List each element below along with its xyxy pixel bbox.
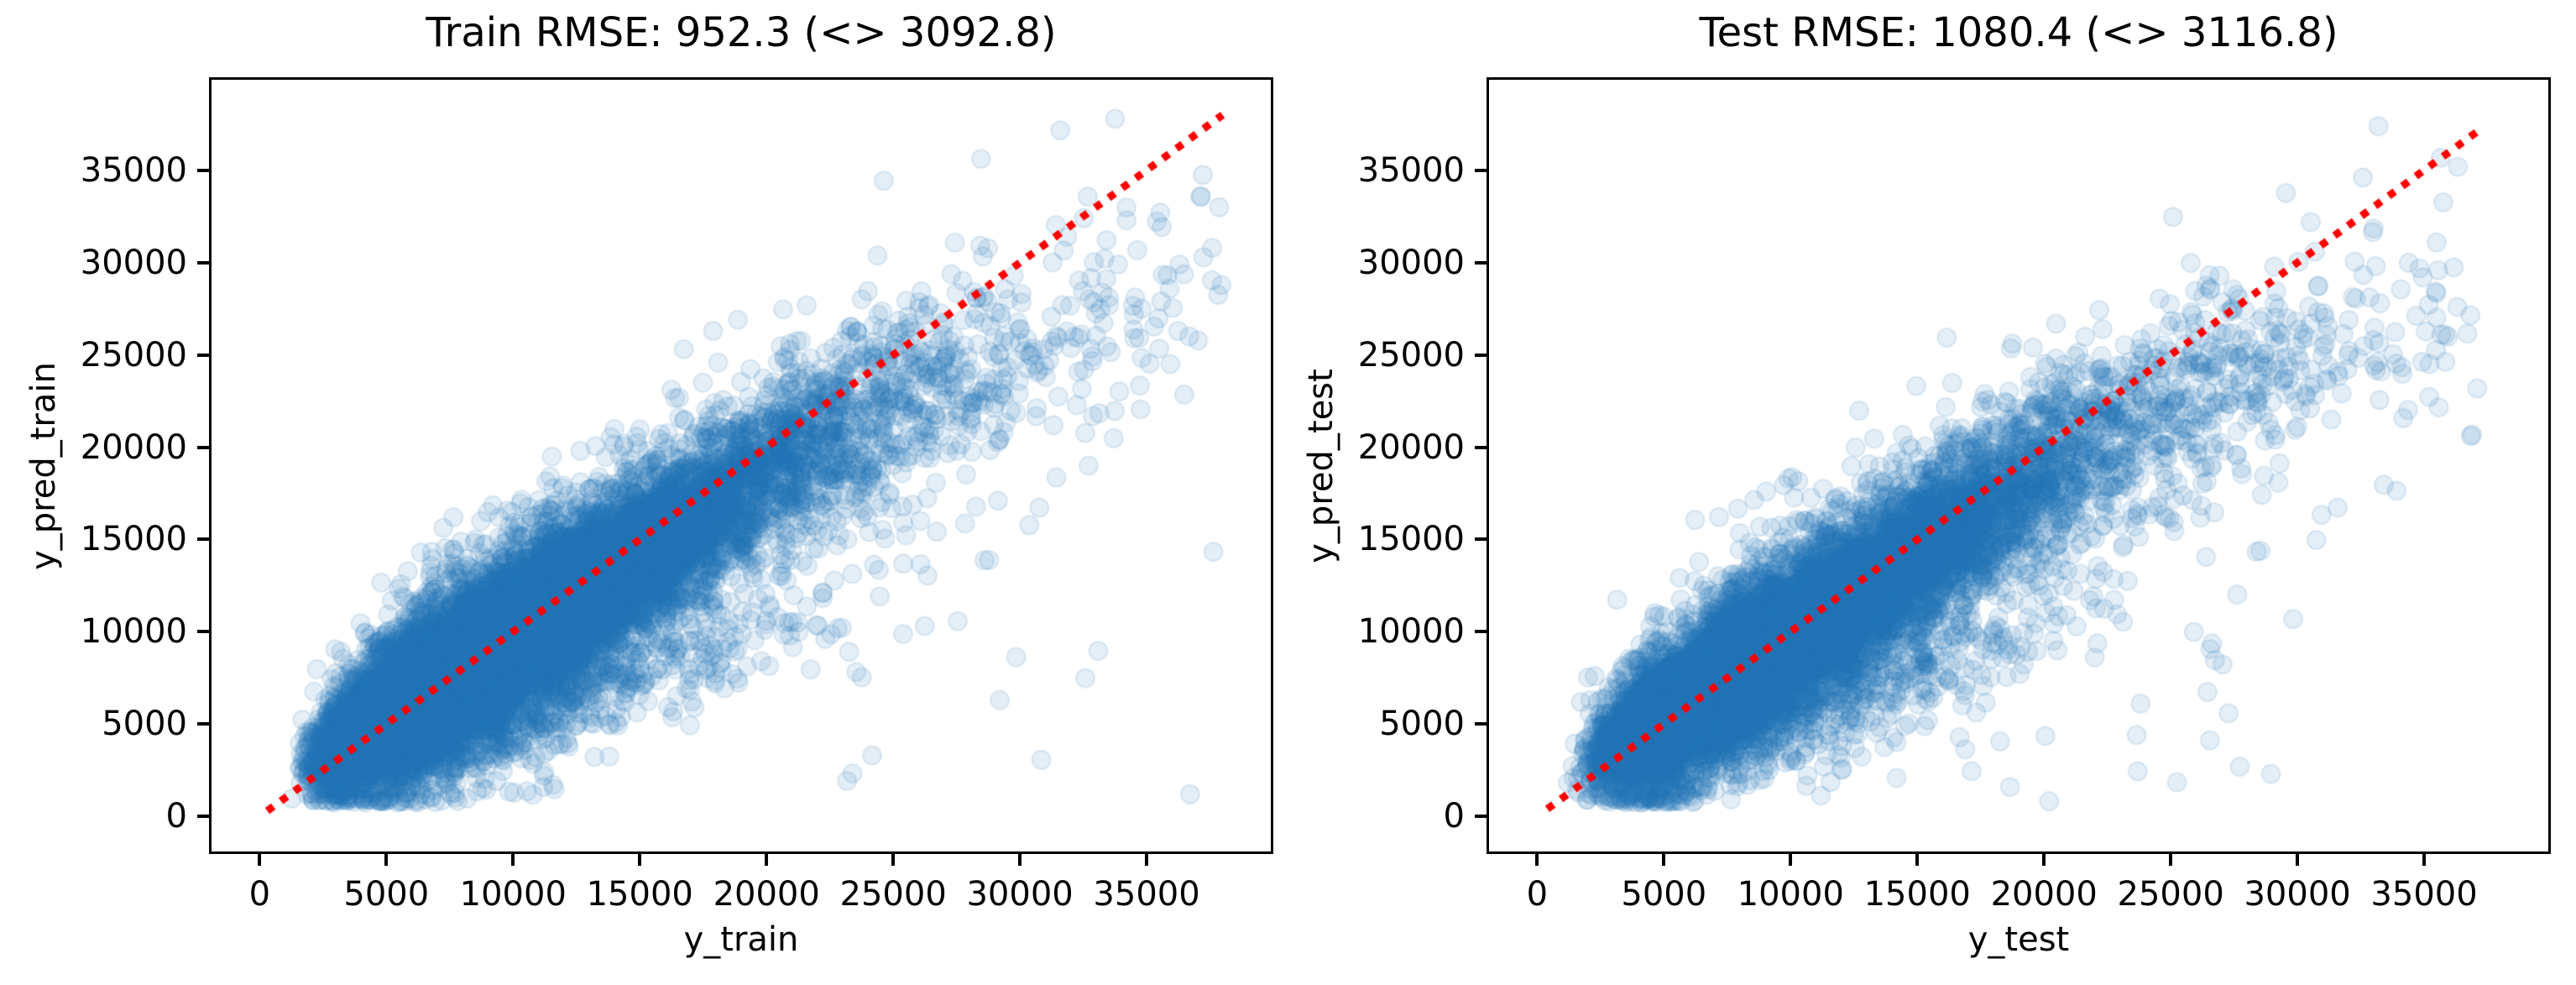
y-tick-mark bbox=[197, 537, 209, 542]
x-tick-label: 5000 bbox=[1621, 875, 1707, 914]
y-tick-label: 20000 bbox=[80, 427, 187, 467]
y-tick-mark bbox=[197, 722, 209, 726]
y-tick-label: 10000 bbox=[1357, 612, 1465, 652]
y-tick-label: 5000 bbox=[102, 705, 187, 744]
x-tick-mark bbox=[891, 854, 896, 866]
x-tick-mark bbox=[2042, 854, 2046, 866]
x-tick-label: 0 bbox=[248, 875, 271, 914]
x-tick-mark bbox=[384, 854, 389, 866]
x-tick-label: 25000 bbox=[839, 875, 947, 914]
x-tick-mark bbox=[2422, 854, 2427, 866]
y-tick-label: 30000 bbox=[1357, 243, 1465, 282]
y-tick-label: 35000 bbox=[80, 150, 187, 190]
y-tick-mark bbox=[197, 815, 209, 819]
x-tick-mark bbox=[2169, 854, 2173, 866]
x-tick-label: 15000 bbox=[1863, 875, 1971, 914]
x-tick-mark bbox=[1018, 854, 1022, 866]
x-tick-mark bbox=[1535, 854, 1539, 866]
y-tick-label: 20000 bbox=[1357, 427, 1465, 467]
y-tick-mark bbox=[1475, 537, 1487, 542]
y-tick-label: 15000 bbox=[1357, 520, 1465, 559]
train-x-axis-label: y_train bbox=[683, 920, 799, 959]
x-tick-mark bbox=[1915, 854, 1920, 866]
train-axes bbox=[209, 77, 1273, 854]
y-tick-mark bbox=[197, 168, 209, 172]
y-tick-label: 10000 bbox=[80, 612, 187, 652]
train-scatter-canvas bbox=[212, 80, 1271, 851]
y-tick-label: 5000 bbox=[1379, 705, 1465, 744]
y-tick-label: 25000 bbox=[80, 335, 187, 375]
test-scatter-canvas bbox=[1489, 80, 2548, 851]
x-tick-mark bbox=[511, 854, 515, 866]
y-tick-mark bbox=[1475, 722, 1487, 726]
y-tick-mark bbox=[197, 260, 209, 265]
x-tick-mark bbox=[2296, 854, 2300, 866]
test-plot-title: Test RMSE: 1080.4 (<> 3116.8) bbox=[1699, 9, 2338, 56]
x-tick-label: 10000 bbox=[459, 875, 567, 914]
x-tick-label: 35000 bbox=[1093, 875, 1200, 914]
y-tick-mark bbox=[197, 445, 209, 449]
test-x-axis-label: y_test bbox=[1967, 920, 2070, 959]
y-tick-mark bbox=[197, 630, 209, 634]
y-tick-mark bbox=[1475, 168, 1487, 172]
y-tick-label: 35000 bbox=[1357, 150, 1465, 190]
x-tick-mark bbox=[1789, 854, 1793, 866]
test-axes bbox=[1487, 77, 2551, 854]
y-tick-label: 0 bbox=[165, 797, 187, 836]
y-tick-mark bbox=[1475, 445, 1487, 449]
x-tick-mark bbox=[638, 854, 642, 866]
x-tick-label: 20000 bbox=[1990, 875, 2098, 914]
x-tick-label: 5000 bbox=[343, 875, 430, 914]
x-tick-label: 0 bbox=[1526, 875, 1549, 914]
y-tick-label: 25000 bbox=[1357, 335, 1465, 375]
x-tick-label: 10000 bbox=[1737, 875, 1844, 914]
y-tick-mark bbox=[1475, 353, 1487, 357]
y-tick-label: 30000 bbox=[80, 243, 187, 282]
y-tick-mark bbox=[1475, 815, 1487, 819]
x-tick-mark bbox=[1662, 854, 1666, 866]
x-tick-label: 25000 bbox=[2117, 875, 2224, 914]
x-tick-label: 35000 bbox=[2370, 875, 2478, 914]
y-tick-mark bbox=[1475, 630, 1487, 634]
train-plot-title: Train RMSE: 952.3 (<> 3092.8) bbox=[426, 9, 1057, 56]
x-tick-label: 30000 bbox=[2244, 875, 2351, 914]
x-tick-mark bbox=[765, 854, 769, 866]
y-tick-label: 15000 bbox=[80, 520, 187, 559]
x-tick-label: 20000 bbox=[713, 875, 820, 914]
x-tick-mark bbox=[258, 854, 262, 866]
x-tick-label: 30000 bbox=[966, 875, 1074, 914]
y-tick-mark bbox=[1475, 260, 1487, 265]
x-tick-mark bbox=[1145, 854, 1149, 866]
x-tick-label: 15000 bbox=[586, 875, 693, 914]
y-tick-mark bbox=[197, 353, 209, 357]
y-tick-label: 0 bbox=[1443, 797, 1465, 836]
